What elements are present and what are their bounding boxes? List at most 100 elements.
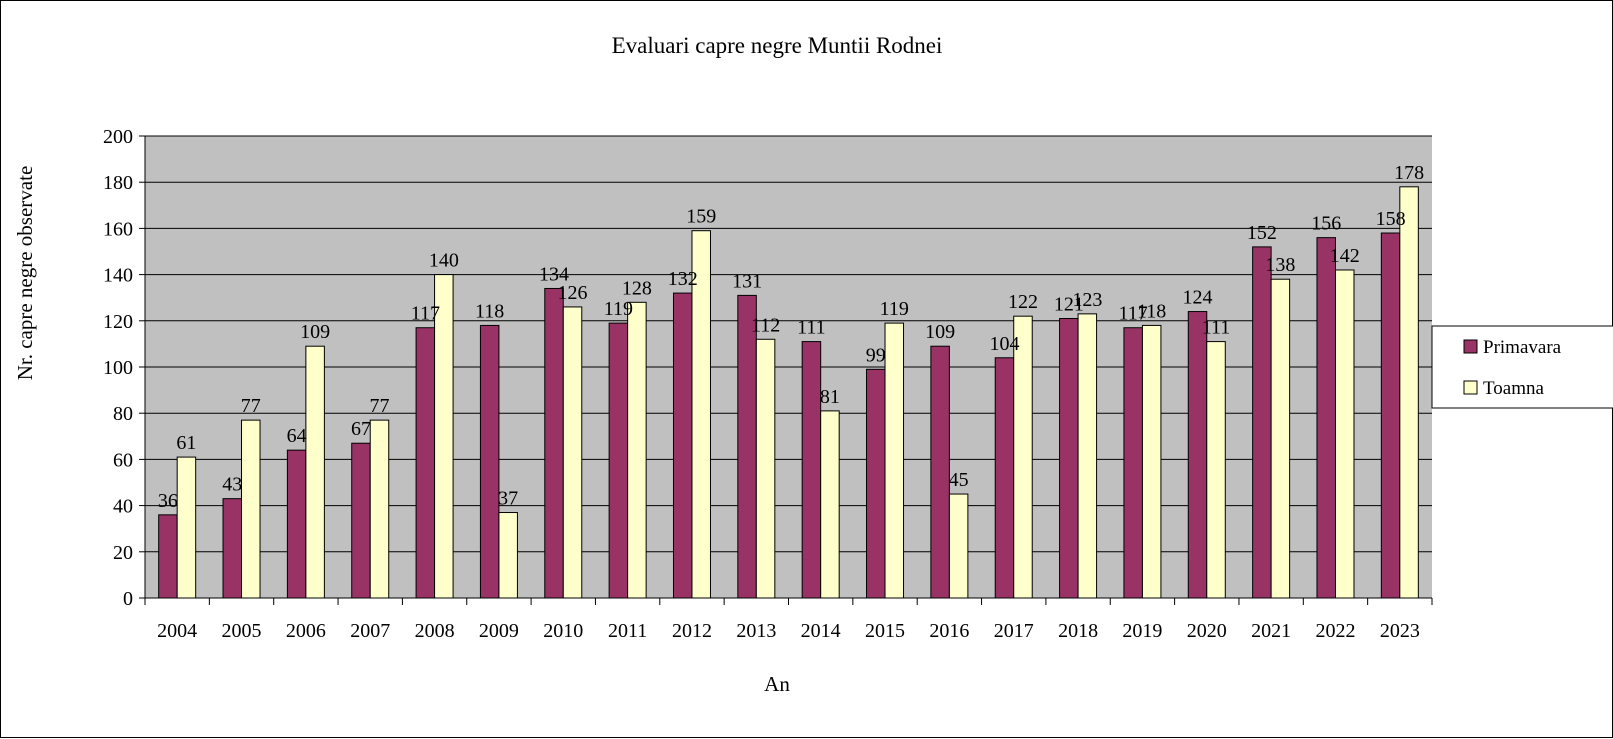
x-tick-label: 2008 <box>415 620 455 642</box>
x-tick-label: 2006 <box>286 620 326 642</box>
data-label-toamna: 128 <box>622 277 652 299</box>
bar-primavara <box>608 322 629 599</box>
bar-primavara <box>1380 232 1401 599</box>
y-tick-label: 200 <box>103 126 133 148</box>
data-label-toamna: 178 <box>1394 162 1424 184</box>
data-label-toamna: 123 <box>1072 289 1102 311</box>
bar-primavara <box>801 341 822 599</box>
axes <box>139 135 1433 605</box>
x-tick-label: 2010 <box>543 620 583 642</box>
legend-label-toamna: Toamna <box>1483 378 1544 399</box>
bar-primavara <box>351 442 371 599</box>
bar-toamna <box>884 322 905 599</box>
data-label-primavara: 104 <box>989 333 1019 355</box>
data-label-toamna: 77 <box>369 395 389 417</box>
bar-toamna <box>176 456 197 599</box>
y-axis-label: Nr. capre negre observate <box>13 166 37 381</box>
data-label-primavara: 158 <box>1376 208 1406 230</box>
data-label-primavara: 36 <box>158 490 178 512</box>
x-tick-labels: 2004 2005 2006 2007 2008 2009 2010 2011 2012 2013… <box>157 620 1420 642</box>
bar-toamna <box>627 301 647 599</box>
bar-primavara <box>994 357 1015 599</box>
legend-label-primavara: Primavara <box>1483 337 1562 358</box>
x-tick-label: 2013 <box>736 620 776 642</box>
data-label-toamna: 118 <box>1137 300 1166 322</box>
data-label-toamna: 112 <box>751 314 780 336</box>
y-tick-label: 80 <box>113 403 133 425</box>
x-axis-label: An <box>764 672 790 696</box>
x-tick-label: 2005 <box>222 620 262 642</box>
data-label-primavara: 43 <box>222 474 242 496</box>
y-tick-label: 100 <box>103 357 133 379</box>
bar-toamna <box>1206 341 1226 599</box>
data-label-primavara: 117 <box>411 303 440 325</box>
y-tick-label: 40 <box>113 496 133 518</box>
data-label-primavara: 132 <box>668 268 698 290</box>
bar-toamna <box>1077 313 1098 599</box>
bar-primavara <box>286 449 307 599</box>
data-labels: 3661437764109677711714011837134126119128… <box>158 162 1424 512</box>
x-tick-label: 2023 <box>1380 620 1420 642</box>
data-label-primavara: 109 <box>925 321 955 343</box>
bar-primavara <box>1059 317 1079 599</box>
bar-toamna <box>948 493 969 599</box>
y-tick-label: 140 <box>103 265 133 287</box>
data-label-primavara: 117 <box>1119 303 1148 325</box>
bar-primavara <box>672 292 693 599</box>
y-tick-label: 20 <box>113 542 133 564</box>
bar-toamna <box>562 306 583 599</box>
y-tick-label: 160 <box>103 218 133 240</box>
x-tick-label: 2022 <box>1315 620 1355 642</box>
data-label-toamna: 81 <box>820 386 840 408</box>
y-tick-labels: 0 20 40 60 80 100 120 140 160 180 200 <box>103 126 133 610</box>
y-tick-label: 180 <box>103 172 133 194</box>
x-tick-label: 2009 <box>479 620 519 642</box>
bar-toamna <box>1334 269 1355 599</box>
data-label-primavara: 64 <box>287 425 307 447</box>
data-label-toamna: 126 <box>558 282 588 304</box>
data-label-primavara: 121 <box>1054 293 1084 315</box>
data-label-toamna: 140 <box>429 250 459 272</box>
bar-primavara <box>544 287 564 599</box>
x-tick-label: 2019 <box>1122 620 1162 642</box>
data-label-toamna: 109 <box>300 321 330 343</box>
chart-title: Evaluari capre negre Muntii Rodnei <box>612 33 943 58</box>
bar-primavara <box>1316 237 1336 599</box>
bar-toamna <box>820 410 840 599</box>
data-label-toamna: 138 <box>1265 254 1295 276</box>
bar-toamna <box>1270 278 1291 599</box>
data-label-primavara: 119 <box>604 298 633 320</box>
bar-primavara <box>1123 327 1143 599</box>
legend: Primavara Toamna <box>1431 325 1613 409</box>
data-label-primavara: 134 <box>539 263 569 285</box>
data-label-toamna: 119 <box>880 298 909 320</box>
data-label-primavara: 111 <box>797 317 826 339</box>
bars <box>158 186 1419 599</box>
bar-toamna <box>1013 315 1033 599</box>
x-tick-label: 2012 <box>672 620 712 642</box>
x-tick-label: 2004 <box>157 620 197 642</box>
x-tick-label: 2021 <box>1251 620 1291 642</box>
x-tick-label: 2007 <box>350 620 390 642</box>
y-tick-label: 60 <box>113 449 133 471</box>
bar-primavara <box>866 368 886 599</box>
y-tick-label: 0 <box>123 588 133 610</box>
data-label-primavara: 131 <box>732 270 762 292</box>
x-tick-label: 2016 <box>929 620 969 642</box>
data-label-primavara: 124 <box>1183 287 1213 309</box>
bar-primavara <box>479 324 500 599</box>
bar-toamna <box>1141 324 1162 599</box>
bar-primavara <box>1187 311 1208 599</box>
data-label-toamna: 61 <box>176 432 196 454</box>
x-tick-label: 2020 <box>1187 620 1227 642</box>
data-label-primavara: 156 <box>1311 213 1341 235</box>
data-label-primavara: 152 <box>1247 222 1277 244</box>
data-label-toamna: 37 <box>498 488 518 510</box>
x-tick-label: 2018 <box>1058 620 1098 642</box>
data-label-primavara: 99 <box>866 344 886 366</box>
data-label-toamna: 77 <box>241 395 261 417</box>
data-label-primavara: 118 <box>475 300 504 322</box>
data-label-toamna: 45 <box>949 469 969 491</box>
